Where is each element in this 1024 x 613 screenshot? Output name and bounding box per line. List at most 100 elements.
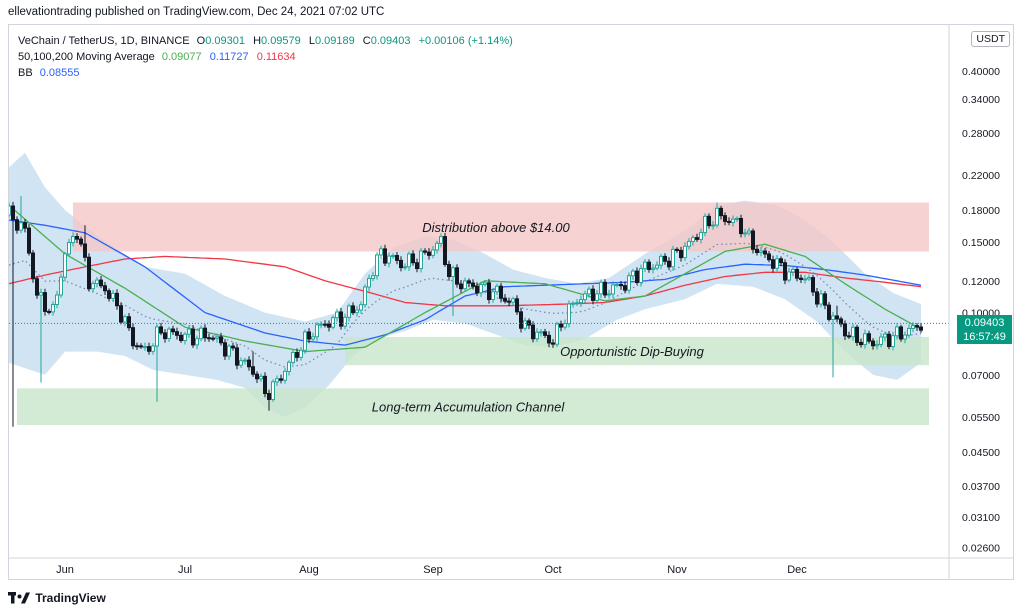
candle-body xyxy=(743,232,747,235)
candle-body xyxy=(103,285,107,292)
candle-body xyxy=(51,304,55,313)
candle-body xyxy=(435,242,439,251)
ma200-line xyxy=(9,255,922,307)
candle-body xyxy=(171,328,175,333)
y-tick-label: 0.22000 xyxy=(962,170,1000,182)
candle-body xyxy=(891,335,895,348)
candle-body xyxy=(167,328,171,340)
candle-body xyxy=(555,323,559,345)
candle-body xyxy=(43,292,47,312)
candle-body xyxy=(67,242,71,255)
candle-body xyxy=(467,280,471,284)
candle-body xyxy=(315,324,319,338)
legend-bb-row: BB 0.08555 xyxy=(18,66,80,81)
candle-body xyxy=(479,283,483,294)
candle-body xyxy=(879,336,883,345)
y-tick-label: 0.15000 xyxy=(962,237,1000,249)
candle-body xyxy=(99,279,103,287)
candle-body xyxy=(615,283,619,286)
candle-body xyxy=(339,311,343,327)
legend-c-label: C xyxy=(362,35,371,47)
candle-body xyxy=(291,352,295,363)
candle-body xyxy=(363,286,367,306)
candle-body xyxy=(119,305,123,323)
candle-body xyxy=(203,327,207,339)
footer-brand[interactable]: TradingView xyxy=(8,590,106,608)
legend-change: +0.00106 (+1.14%) xyxy=(418,35,513,47)
y-tick-label: 0.28000 xyxy=(962,128,1000,140)
y-tick-label: 0.07000 xyxy=(962,370,1000,382)
candle-body xyxy=(127,316,131,329)
candle-body xyxy=(855,326,859,343)
candle-body xyxy=(695,237,699,240)
x-tick-label: Nov xyxy=(667,564,687,576)
legend-open: 0.09301 xyxy=(205,35,245,47)
ma50-line xyxy=(9,204,922,353)
candle-body xyxy=(867,333,871,342)
currency-badge[interactable]: USDT xyxy=(971,31,1010,47)
candle-body xyxy=(687,240,691,247)
candle-body xyxy=(463,280,467,290)
candle-body xyxy=(75,235,79,240)
candle-body xyxy=(887,333,891,348)
candle-body xyxy=(147,346,151,352)
candle-body xyxy=(311,336,315,340)
legend-h-label: H xyxy=(253,35,262,47)
candle-body xyxy=(551,342,555,345)
candle-body xyxy=(195,338,199,346)
candle-body xyxy=(903,334,907,340)
candle-body xyxy=(591,288,595,301)
candle-body xyxy=(655,264,659,269)
y-tick-label: 0.03700 xyxy=(962,481,1000,493)
candle-body xyxy=(523,320,527,329)
candle-body xyxy=(419,250,423,270)
zone-box-3 xyxy=(17,388,929,426)
candle-body xyxy=(571,302,575,305)
y-tick-label: 0.18000 xyxy=(962,205,1000,217)
candle-body xyxy=(475,285,479,294)
candle-body xyxy=(635,270,639,284)
candle-body xyxy=(423,250,427,253)
candle-body xyxy=(831,315,835,320)
y-tick-label: 0.40000 xyxy=(962,66,1000,78)
candle-body xyxy=(83,243,87,258)
candle-body xyxy=(747,230,751,234)
candle-body xyxy=(803,278,807,281)
candle-body xyxy=(455,267,459,285)
candle-body xyxy=(595,293,599,301)
candle-body xyxy=(883,333,887,338)
candle-body xyxy=(411,253,415,264)
candle-body xyxy=(907,327,911,336)
candle-body xyxy=(775,258,779,269)
legend-symbol-row: VeChain / TetherUS, 1D, BINANCE O0.09301… xyxy=(18,34,513,49)
candle-body xyxy=(459,283,463,290)
candle-body xyxy=(403,266,407,269)
candle-body xyxy=(915,325,919,328)
candle-body xyxy=(711,224,715,227)
candle-body xyxy=(579,299,583,304)
candle-body xyxy=(123,316,127,323)
candle-body xyxy=(791,268,795,273)
candle-body xyxy=(15,219,19,231)
candle-body xyxy=(859,341,863,346)
candle-body xyxy=(283,370,287,381)
y-tick-label: 0.03100 xyxy=(962,512,1000,524)
candle-body xyxy=(323,323,327,326)
candle-body xyxy=(819,293,823,305)
y-tick-label: 0.04500 xyxy=(962,447,1000,459)
candle-body xyxy=(759,250,763,254)
candle-body xyxy=(379,248,383,256)
candle-body xyxy=(107,290,111,299)
candle-body xyxy=(231,345,235,349)
price-chart[interactable]: Distribution above $14.00 Opportunistic D… xyxy=(9,25,1013,579)
candle-body xyxy=(851,326,855,338)
candle-body xyxy=(151,345,155,352)
ma100-line xyxy=(9,219,922,346)
y-tick-label: 0.34000 xyxy=(962,94,1000,106)
candle-body xyxy=(39,292,43,296)
footer-brand-text: TradingView xyxy=(35,590,106,605)
candle-body xyxy=(719,207,723,217)
candle-body xyxy=(451,267,455,278)
candle-body xyxy=(331,317,335,328)
x-tick-label: Aug xyxy=(299,564,319,576)
